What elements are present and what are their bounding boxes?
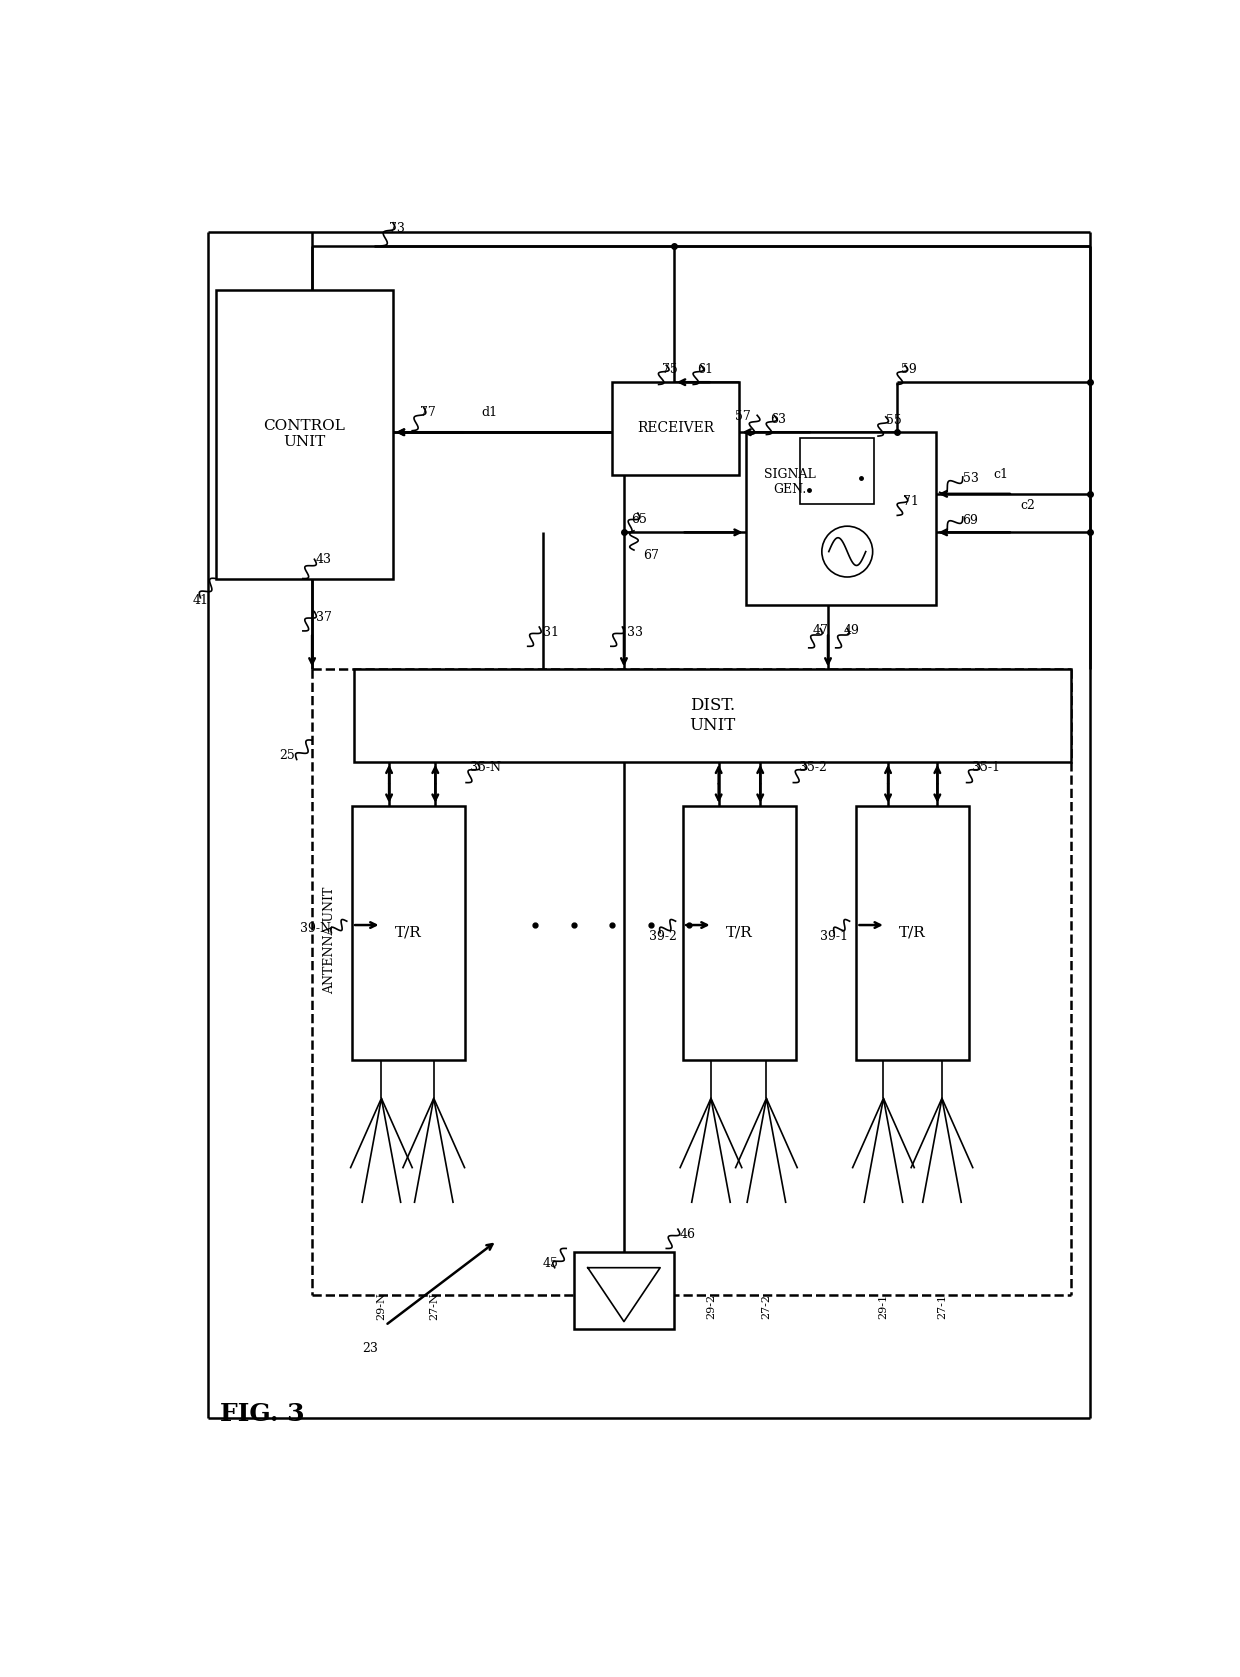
Text: 25: 25: [279, 750, 295, 761]
Text: 59: 59: [901, 362, 916, 376]
Text: 35-N: 35-N: [470, 761, 501, 773]
Bar: [355, 669, 1070, 761]
Text: 39-2: 39-2: [649, 931, 676, 942]
Text: 65: 65: [631, 513, 647, 527]
Text: 46: 46: [680, 1228, 696, 1241]
Text: 53: 53: [962, 471, 978, 485]
Text: 47: 47: [812, 624, 828, 637]
Text: 61: 61: [697, 362, 713, 376]
Text: 41: 41: [192, 594, 208, 607]
Text: T/R: T/R: [899, 926, 926, 939]
Text: 27-N: 27-N: [429, 1293, 439, 1320]
Text: 27-1: 27-1: [937, 1293, 947, 1318]
Text: DIST.
UNIT: DIST. UNIT: [689, 698, 735, 735]
Text: T/R: T/R: [396, 926, 422, 939]
Text: 75: 75: [662, 362, 678, 376]
Bar: [857, 805, 968, 1060]
Text: 35-2: 35-2: [799, 761, 827, 773]
Text: SIGNAL
GEN.: SIGNAL GEN.: [764, 468, 816, 496]
Text: d1: d1: [481, 406, 497, 419]
Text: 29-1: 29-1: [878, 1293, 888, 1318]
Bar: [683, 805, 796, 1060]
Text: c2: c2: [1021, 498, 1035, 511]
Text: 69: 69: [962, 515, 978, 527]
Text: 63: 63: [770, 413, 786, 426]
Text: ANTENNA UNIT: ANTENNA UNIT: [324, 887, 336, 994]
Bar: [800, 438, 874, 503]
Bar: [216, 290, 393, 579]
Text: FIG. 3: FIG. 3: [219, 1402, 304, 1425]
Text: T/R: T/R: [727, 926, 753, 939]
Text: 35-1: 35-1: [972, 761, 999, 773]
Text: c1: c1: [993, 468, 1009, 481]
Text: 37: 37: [316, 610, 331, 624]
Text: 45: 45: [543, 1258, 559, 1271]
Text: 73: 73: [389, 221, 404, 235]
Text: 39-1: 39-1: [820, 931, 848, 942]
Text: 29-N: 29-N: [377, 1293, 387, 1320]
Text: 55: 55: [885, 414, 901, 428]
Text: 33: 33: [627, 626, 644, 639]
Text: CONTROL
UNIT: CONTROL UNIT: [263, 419, 345, 449]
Bar: [352, 805, 465, 1060]
Text: 27-2: 27-2: [761, 1293, 771, 1318]
Text: 29-2: 29-2: [706, 1293, 715, 1318]
Text: 43: 43: [316, 553, 331, 565]
Text: 71: 71: [903, 495, 919, 508]
Text: 31: 31: [543, 626, 559, 639]
Text: 23: 23: [362, 1342, 378, 1355]
Bar: [613, 382, 739, 475]
Text: 77: 77: [419, 406, 435, 419]
Text: 39-N: 39-N: [300, 922, 331, 936]
Bar: [745, 433, 936, 605]
Text: RECEIVER: RECEIVER: [637, 421, 714, 436]
Bar: [574, 1253, 675, 1330]
Text: 67: 67: [644, 548, 658, 562]
Text: 49: 49: [843, 624, 859, 637]
Text: 57: 57: [735, 411, 751, 423]
